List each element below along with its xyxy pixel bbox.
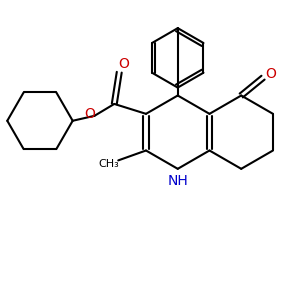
Text: O: O	[84, 107, 95, 121]
Text: CH₃: CH₃	[98, 159, 119, 170]
Text: O: O	[118, 57, 129, 71]
Text: O: O	[266, 67, 276, 81]
Text: NH: NH	[167, 174, 188, 188]
